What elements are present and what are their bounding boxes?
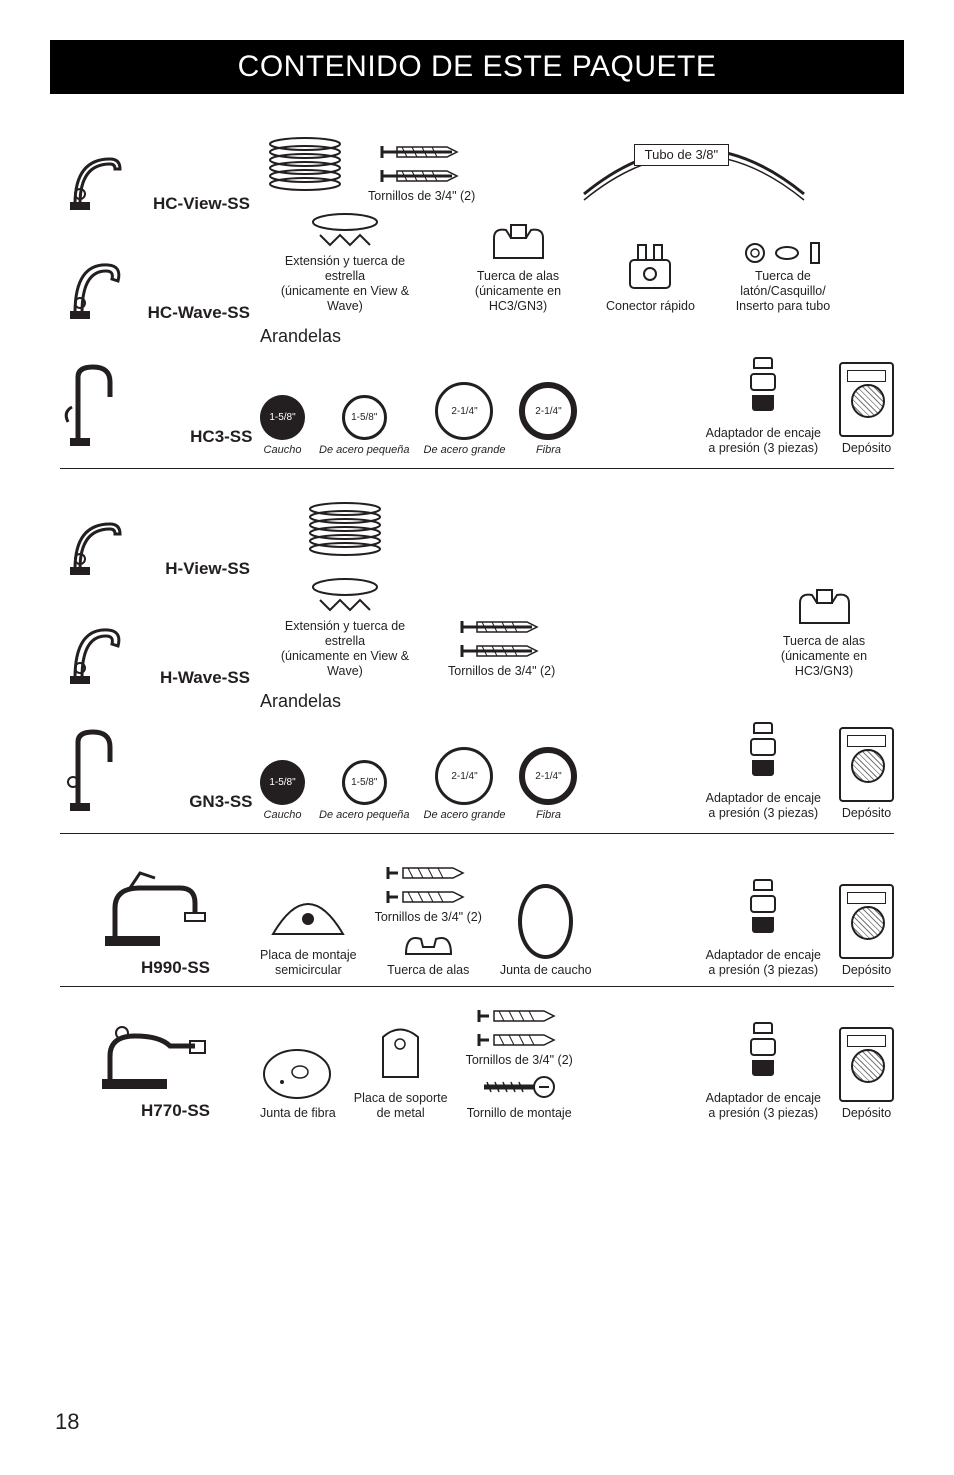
faucet-label: HC-View-SS [140,194,250,214]
faucet-icon [60,253,130,323]
part-label: Tornillos de 3/4" (2) [375,910,482,925]
faucet-icon [60,144,130,214]
faucet-icon [60,509,130,579]
content-area: HC-View-SS HC-Wave-SS HC3-SS [50,134,904,1129]
part-label: Tuerca de alas (únicamente en HC3/GN3) [754,634,894,679]
faucet-label: H-View-SS [140,559,250,579]
tube-label: Tubo de 3/8" [634,144,730,166]
part-label: Extensión y tuerca de estrella (únicamen… [275,254,415,314]
screws-icon [377,143,467,185]
washer-fiber-icon: 2-1/4" [519,382,577,440]
part-label: Placa de montaje semicircular [260,948,357,978]
part-label: Extensión y tuerca de estrella (únicamen… [275,619,415,679]
faucet-icon [60,618,130,688]
washer-steel-small-icon: 1-5/8" [342,395,387,440]
washers-heading: Arandelas [260,326,894,347]
metal-plate-icon [373,1022,428,1087]
part-label: Depósito [842,441,891,456]
part-label: Depósito [842,806,891,821]
washer-label: De acero pequeña [319,444,410,456]
washer-label: De acero grande [424,809,506,821]
washer-label: De acero pequeña [319,809,410,821]
washer-steel-large-icon: 2-1/4" [435,382,493,440]
faucet-label: H990-SS [100,958,210,978]
wing-nut-icon [401,929,456,959]
screws-icon [474,1007,564,1049]
washer-label: Caucho [264,809,302,821]
part-label: Conector rápido [606,299,695,314]
group-2: H-View-SS H-Wave-SS GN3-SS [60,499,894,834]
part-label: Adaptador de encaje a presión (3 piezas) [706,426,821,456]
half-plate-icon [263,889,353,944]
part-label: Tuerca de latón/Casquillo/ Inserto para … [713,269,853,314]
wing-nut-icon [486,220,551,265]
part-label: Junta de fibra [260,1106,336,1121]
washer-fiber-icon: 2-1/4" [519,747,577,805]
fiber-gasket-icon [260,1047,335,1102]
rubber-gasket-icon [518,884,573,959]
faucet-label: GN3-SS [143,792,253,812]
part-label: Tuerca de alas [387,963,469,978]
part-label: Adaptador de encaje a presión (3 piezas) [706,948,821,978]
quick-connector-icon [620,240,680,295]
washer-label: Caucho [264,444,302,456]
washer-label: Fibra [536,444,561,456]
faucet-icon [58,362,133,447]
coil-icon [300,499,390,569]
washer-steel-small-icon: 1-5/8" [342,760,387,805]
faucet-label: H770-SS [100,1101,210,1121]
snap-adapter-icon [743,722,783,787]
part-label: Tornillos de 3/4" (2) [448,664,555,679]
tank-icon [839,727,894,802]
group-1: HC-View-SS HC-Wave-SS HC3-SS [60,134,894,469]
part-label: Depósito [842,1106,891,1121]
washers-heading: Arandelas [260,691,894,712]
snap-adapter-icon [743,879,783,944]
tank-icon [839,884,894,959]
faucet-icon [100,868,210,953]
group-3: H990-SS Placa de montaje semicircular To… [60,864,894,987]
part-label: Tornillos de 3/4" (2) [466,1053,573,1068]
part-label: Placa de soporte de metal [354,1091,448,1121]
faucet-label: H-Wave-SS [140,668,250,688]
part-label: Depósito [842,963,891,978]
part-label: Junta de caucho [500,963,592,978]
washer-label: De acero grande [424,444,506,456]
page-title: CONTENIDO DE ESTE PAQUETE [50,40,904,94]
screws-icon [383,864,473,906]
faucet-label: HC3-SS [143,427,253,447]
washer-rubber-icon: 1-5/8" [260,760,305,805]
washer-label: Fibra [536,809,561,821]
wing-nut-icon [792,585,857,630]
part-label: Tornillos de 3/4" (2) [368,189,475,204]
part-label: Adaptador de encaje a presión (3 piezas) [706,1091,821,1121]
part-label: Tornillo de montaje [467,1106,572,1121]
washer-rubber-icon: 1-5/8" [260,395,305,440]
page-number: 18 [55,1409,79,1435]
part-label: Adaptador de encaje a presión (3 piezas) [706,791,821,821]
tube-icon: Tubo de 3/8" [579,134,809,204]
snap-adapter-icon [743,1022,783,1087]
snap-adapter-icon [743,357,783,422]
tank-icon [839,1027,894,1102]
coil-icon [260,134,350,204]
washer-steel-large-icon: 2-1/4" [435,747,493,805]
part-label: Tuerca de alas (únicamente en HC3/GN3) [448,269,588,314]
faucet-icon [58,727,133,812]
screws-icon [457,618,547,660]
tank-icon [839,362,894,437]
brass-set-icon [744,241,822,265]
faucet-icon [100,1021,210,1096]
faucet-label: HC-Wave-SS [140,303,250,323]
group-4: H770-SS Junta de fibra Placa de soporte … [60,1007,894,1129]
star-extension-icon [300,575,390,615]
mount-screw-icon [479,1072,559,1102]
star-extension-icon [300,210,390,250]
